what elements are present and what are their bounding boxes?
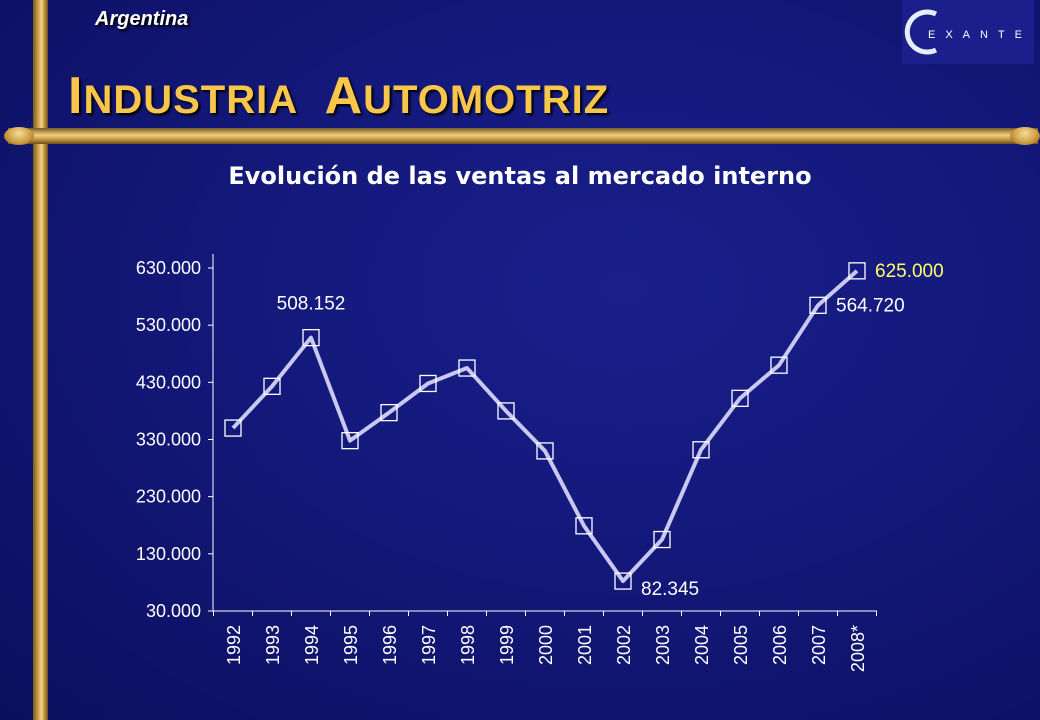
data-point-marker (731, 389, 749, 407)
x-tick-label: 1994 (302, 625, 322, 665)
data-point-marker (419, 374, 437, 393)
x-tick-label: 1992 (224, 625, 244, 665)
header-gold-bar (8, 128, 1038, 144)
page-title: INDUSTRIA AUTOMOTRIZ (68, 67, 610, 125)
data-point-marker (692, 441, 710, 459)
data-point-marker (614, 572, 632, 590)
data-label: 508.152 (277, 294, 346, 315)
y-tick-label: 130.000 (136, 544, 201, 564)
x-tick-label: 2005 (731, 625, 751, 665)
y-tick-label: 30.000 (146, 601, 201, 621)
x-tick-label: 1995 (341, 625, 361, 665)
data-point-marker (263, 377, 281, 395)
x-tick-label: 1999 (497, 625, 517, 665)
x-tick-label: 2006 (770, 625, 790, 665)
chart-title: Evolución de las ventas al mercado inter… (228, 162, 812, 190)
data-point-marker (770, 356, 788, 374)
header-bar-left-cap (4, 127, 34, 145)
x-tick-label: 2004 (692, 625, 712, 665)
data-point-marker (224, 419, 242, 437)
y-tick-label: 530.000 (136, 315, 201, 335)
y-tick-label: 630.000 (136, 258, 201, 278)
data-label: 82.345 (641, 579, 699, 600)
country-label: Argentina (95, 8, 189, 30)
y-tick-label: 230.000 (136, 487, 201, 507)
data-point-marker (536, 442, 554, 460)
x-tick-label: 2002 (614, 625, 634, 665)
data-point-marker (458, 359, 476, 377)
y-tick-label: 330.000 (136, 430, 201, 450)
data-label: 625.000 (875, 261, 944, 282)
data-point-marker (809, 296, 827, 314)
data-label: 564.720 (836, 295, 905, 316)
x-tick-label: 2008* (848, 625, 868, 672)
x-tick-label: 1996 (380, 625, 400, 665)
data-point-marker (653, 530, 671, 549)
x-tick-label: 1997 (419, 625, 439, 665)
data-point-marker (497, 402, 515, 420)
svg-text:EXANTE: EXANTE (928, 29, 1032, 41)
data-point-marker (575, 517, 593, 535)
y-tick-label: 430.000 (136, 372, 201, 392)
data-point-marker (380, 403, 398, 422)
x-tick-label: 2003 (653, 625, 673, 665)
x-tick-label: 2007 (809, 625, 829, 665)
x-tick-label: 1998 (458, 625, 478, 665)
x-tick-label: 2000 (536, 625, 556, 665)
x-tick-label: 1993 (263, 625, 283, 665)
series-line (231, 269, 859, 584)
exante-logo: EXANTE (902, 0, 1034, 64)
data-point-marker (341, 431, 359, 450)
data-point-marker (848, 262, 866, 280)
x-tick-label: 2001 (575, 625, 595, 665)
left-gold-bar (33, 0, 48, 720)
header-bar-right-cap (1010, 127, 1040, 145)
data-point-marker (302, 329, 320, 347)
